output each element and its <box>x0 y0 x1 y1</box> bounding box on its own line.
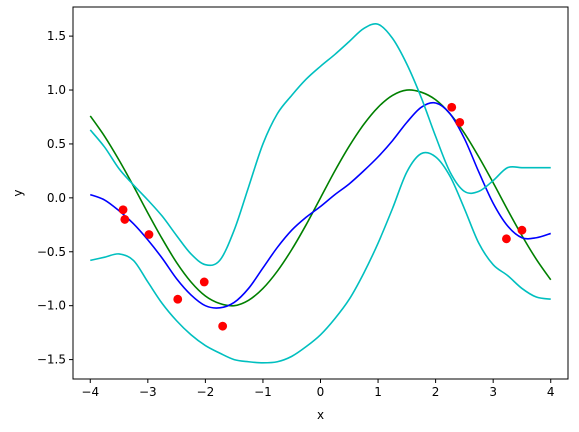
x-tick-label: 3 <box>489 385 497 399</box>
data-point <box>173 294 183 304</box>
y-axis-label: y <box>11 189 25 196</box>
y-tick-label: 1.5 <box>47 29 66 43</box>
data-point <box>502 234 511 244</box>
y-tick-label: −1.0 <box>37 299 66 313</box>
series-line-4 <box>90 151 551 364</box>
x-tick-label: −2 <box>197 385 215 399</box>
data-point <box>199 277 209 287</box>
data-point <box>447 102 457 112</box>
data-points <box>118 102 527 331</box>
y-tick-label: −0.5 <box>37 245 66 259</box>
data-point <box>455 117 465 127</box>
x-tick-label: 2 <box>432 385 440 399</box>
x-tick-label: 1 <box>374 385 382 399</box>
data-point <box>218 321 228 331</box>
y-tick-label: 1.0 <box>47 83 66 97</box>
x-tick-label: 0 <box>317 385 325 399</box>
y-tick-label: −1.5 <box>37 353 66 367</box>
series-line-2 <box>89 101 551 309</box>
series-line-1 <box>89 89 552 307</box>
data-point <box>517 225 527 235</box>
data-point <box>120 215 130 224</box>
x-tick-label: −1 <box>254 385 272 399</box>
data-point <box>118 205 128 215</box>
y-tick-label: 0.5 <box>47 137 66 151</box>
x-tick-label: 4 <box>547 385 555 399</box>
data-point <box>144 230 154 239</box>
series-line-3 <box>89 23 551 267</box>
x-axis-label: x <box>317 408 324 422</box>
x-tick-label: −3 <box>139 385 157 399</box>
x-tick-label: −4 <box>81 385 99 399</box>
x-axis-ticks: −4 −3 −2 −1 0 1 2 3 4 <box>81 379 555 399</box>
plot-area <box>89 23 552 364</box>
y-tick-label: 0.0 <box>47 191 66 205</box>
y-axis-ticks: −1.5 −1.0 −0.5 0.0 0.5 1.0 1.5 <box>37 29 73 367</box>
